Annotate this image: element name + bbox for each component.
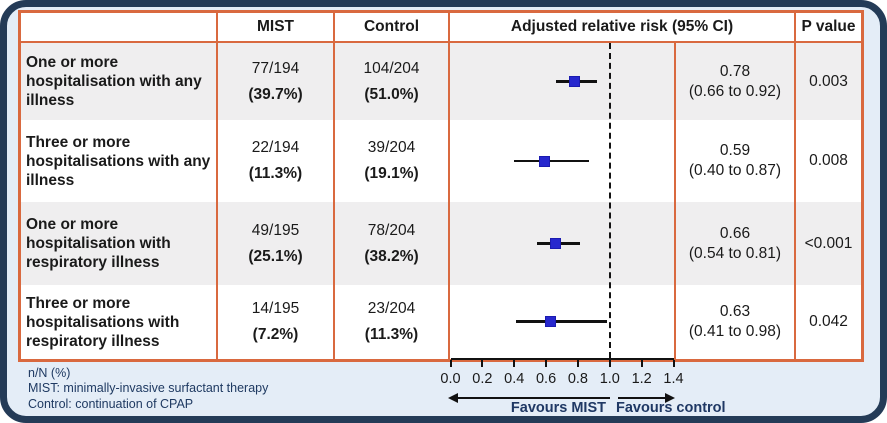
control-value-cell: 23/204 (11.3%) <box>335 285 450 359</box>
mist-value-cell: 49/195 (25.1%) <box>218 202 335 285</box>
p-value-cell: 0.003 <box>796 43 861 120</box>
favours-mist-label: Favours MIST <box>510 400 606 416</box>
control-n: 39/204 <box>367 139 416 156</box>
control-pct: (11.3%) <box>364 326 419 343</box>
left-arrowhead-icon <box>448 393 458 403</box>
control-value-cell: 104/204 (51.0%) <box>335 43 450 120</box>
mist-n: 49/195 <box>251 221 300 239</box>
row-label: One or more hospitalisation with respira… <box>21 202 218 285</box>
results-table: MIST Control Adjusted relative risk (95%… <box>18 10 864 362</box>
right-arrowhead-icon <box>665 393 675 403</box>
forest-plot-cell <box>450 43 676 120</box>
forest-plot-cell <box>450 120 676 202</box>
mist-n: 77/194 <box>251 59 300 77</box>
header-control: Control <box>335 13 450 43</box>
row-label: One or more hospitalisation with any ill… <box>21 43 218 120</box>
forest-plot-cell <box>450 285 676 359</box>
row-label: Three or more hospitalisations with any … <box>21 120 218 202</box>
estimate-cell: 0.59 (0.40 to 0.87) <box>676 120 796 202</box>
control-value-cell: 39/204 (19.1%) <box>335 120 450 202</box>
left-arrow-line <box>456 397 610 400</box>
right-arrow-line <box>618 397 667 400</box>
control-n: 23/204 <box>367 300 416 317</box>
estimate-cell: 0.63 (0.41 to 0.98) <box>676 285 796 359</box>
estimate-cell: 0.66 (0.54 to 0.81) <box>676 202 796 285</box>
p-value-cell: 0.008 <box>796 120 861 202</box>
mist-n: 22/194 <box>251 139 300 156</box>
estimate-value: 0.78 <box>719 62 751 80</box>
mist-pct: (39.7%) <box>248 85 303 103</box>
header-adjusted-relative-risk: Adjusted relative risk (95% CI) <box>450 13 796 43</box>
control-pct: (38.2%) <box>364 247 419 265</box>
estimate-ci: (0.54 to 0.81) <box>688 244 782 262</box>
mist-pct: (11.3%) <box>248 165 303 182</box>
row-label: Three or more hospitalisations with resp… <box>21 285 218 359</box>
control-value-cell: 78/204 (38.2%) <box>335 202 450 285</box>
forest-plot-cell <box>450 202 676 285</box>
mist-pct: (7.2%) <box>252 326 299 343</box>
control-n: 78/204 <box>367 221 416 239</box>
control-pct: (51.0%) <box>364 85 419 103</box>
header-endpoint-cell <box>21 13 218 43</box>
favours-control-label: Favours control <box>616 400 726 416</box>
footnote-line: Control: continuation of CPAP <box>28 396 194 411</box>
control-pct: (19.1%) <box>364 165 419 182</box>
footnote-line: MIST: minimally-invasive surfactant ther… <box>28 381 269 396</box>
estimate-ci: (0.66 to 0.92) <box>688 82 782 100</box>
mist-pct: (25.1%) <box>248 247 303 265</box>
p-value-cell: 0.042 <box>796 285 861 359</box>
footnotes: n/N (%) MIST: minimally-invasive surfact… <box>28 366 268 412</box>
estimate-cell: 0.78 (0.66 to 0.92) <box>676 43 796 120</box>
mist-n: 14/195 <box>251 300 300 317</box>
header-p-value: P value <box>796 13 861 43</box>
p-value-cell: <0.001 <box>796 202 861 285</box>
footnote-line: n/N (%) <box>28 366 71 380</box>
control-n: 104/204 <box>363 59 420 77</box>
estimate-ci: (0.41 to 0.98) <box>688 323 782 340</box>
estimate-value: 0.63 <box>719 303 751 320</box>
estimate-value: 0.59 <box>719 142 751 159</box>
estimate-ci: (0.40 to 0.87) <box>688 162 782 179</box>
mist-value-cell: 22/194 (11.3%) <box>218 120 335 202</box>
estimate-value: 0.66 <box>719 224 751 242</box>
mist-value-cell: 77/194 (39.7%) <box>218 43 335 120</box>
mist-value-cell: 14/195 (7.2%) <box>218 285 335 359</box>
header-mist: MIST <box>218 13 335 43</box>
